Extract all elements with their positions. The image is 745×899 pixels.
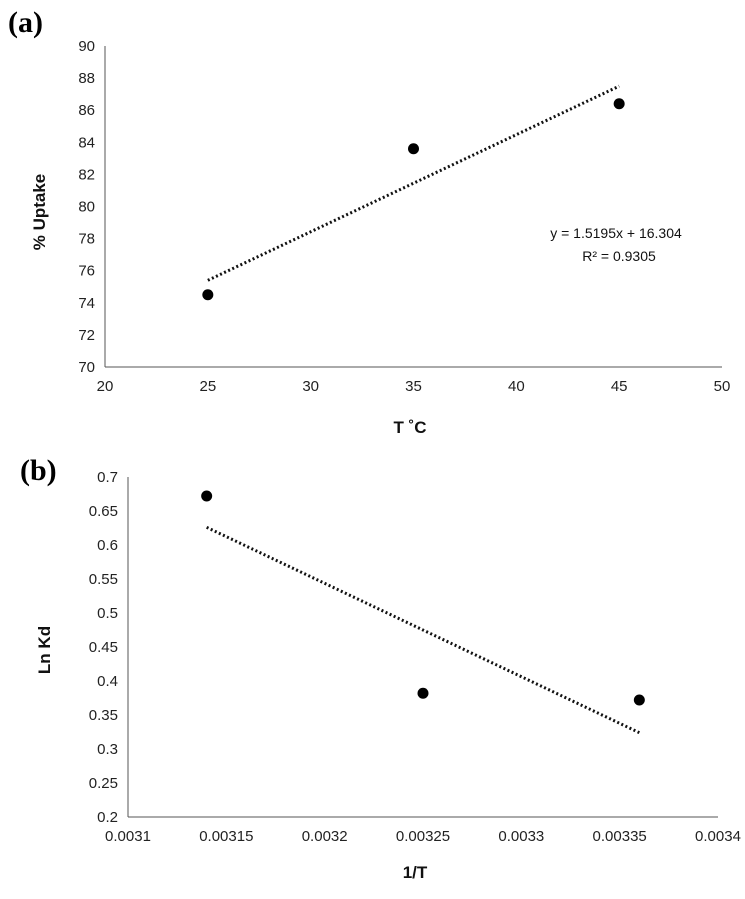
chart-b-x-tick-label: 0.0032	[302, 828, 348, 845]
chart-a-y-tick-label: 78	[78, 231, 95, 248]
chart-a-x-tick-label: 35	[405, 378, 422, 395]
chart-b-y-tick-label: 0.6	[97, 537, 118, 554]
chart-a-y-tick-label: 86	[78, 102, 95, 119]
panel-b-label: (b)	[20, 454, 57, 487]
chart-b-data-point	[201, 490, 213, 502]
panel-a-label: (a)	[8, 6, 43, 39]
chart-b-x-tick-label: 0.0034	[695, 828, 741, 845]
chart-a-y-tick-label: 82	[78, 166, 95, 183]
chart-b-data-point	[417, 687, 429, 699]
chart-a-y-tick-label: 90	[78, 38, 95, 55]
chart-b-y-tick-label: 0.55	[89, 571, 118, 588]
chart-b-x-tick-label: 0.00315	[199, 828, 253, 845]
chart-b-x-tick-label: 0.0031	[105, 828, 151, 845]
chart-b-y-tick-label: 0.45	[89, 639, 118, 656]
chart-a-y-tick-label: 88	[78, 70, 95, 87]
chart-b-y-tick-label: 0.2	[97, 809, 118, 826]
chart-a-x-tick-label: 30	[302, 378, 319, 395]
chart-a-y-tick-label: 84	[78, 134, 95, 151]
chart-a-y-tick-label: 74	[78, 295, 95, 312]
chart-b-x-axis-title: 1/T	[403, 863, 428, 882]
chart-a-y-tick-label: 76	[78, 263, 95, 280]
chart-b-trendline	[206, 525, 640, 735]
chart-b-x-tick-label: 0.00335	[593, 828, 647, 845]
chart-a-y-tick-label: 80	[78, 199, 95, 216]
chart-a-x-tick-label: 20	[97, 378, 114, 395]
chart-b-y-tick-label: 0.5	[97, 605, 118, 622]
chart-b-y-axis-title: Ln Kd	[35, 626, 54, 674]
chart-b-data-point	[633, 694, 645, 706]
chart-b-y-tick-label: 0.3	[97, 741, 118, 758]
chart-a-data-point	[408, 143, 419, 155]
chart-a-x-tick-label: 40	[508, 378, 525, 395]
chart-b-y-tick-label: 0.35	[89, 707, 118, 724]
chart-a-x-axis-title: T ˚C	[393, 418, 426, 437]
chart-b-y-tick-label: 0.25	[89, 775, 118, 792]
chart-a-data-point	[613, 98, 625, 110]
chart-b-x-tick-label: 0.00325	[396, 828, 450, 845]
chart-b-x-tick-label: 0.0033	[498, 828, 544, 845]
chart-a-y-axis-title: % Uptake	[30, 174, 49, 251]
chart-a-x-tick-label: 45	[611, 378, 628, 395]
chart-a-trendline	[207, 84, 620, 282]
chart-a-equation: y = 1.5195x + 16.304	[550, 225, 682, 241]
chart-b-y-tick-label: 0.4	[97, 673, 118, 690]
chart-a-r-squared: R² = 0.9305	[582, 248, 656, 264]
chart-a-y-tick-label: 70	[78, 359, 95, 376]
chart-b-y-tick-label: 0.65	[89, 503, 118, 520]
chart-a-x-tick-label: 50	[714, 378, 731, 395]
chart-a-data-point	[202, 289, 214, 301]
chart-a-x-tick-label: 25	[199, 378, 216, 395]
chart-a-y-tick-label: 72	[78, 327, 95, 344]
chart-b-y-tick-label: 0.7	[97, 469, 118, 486]
